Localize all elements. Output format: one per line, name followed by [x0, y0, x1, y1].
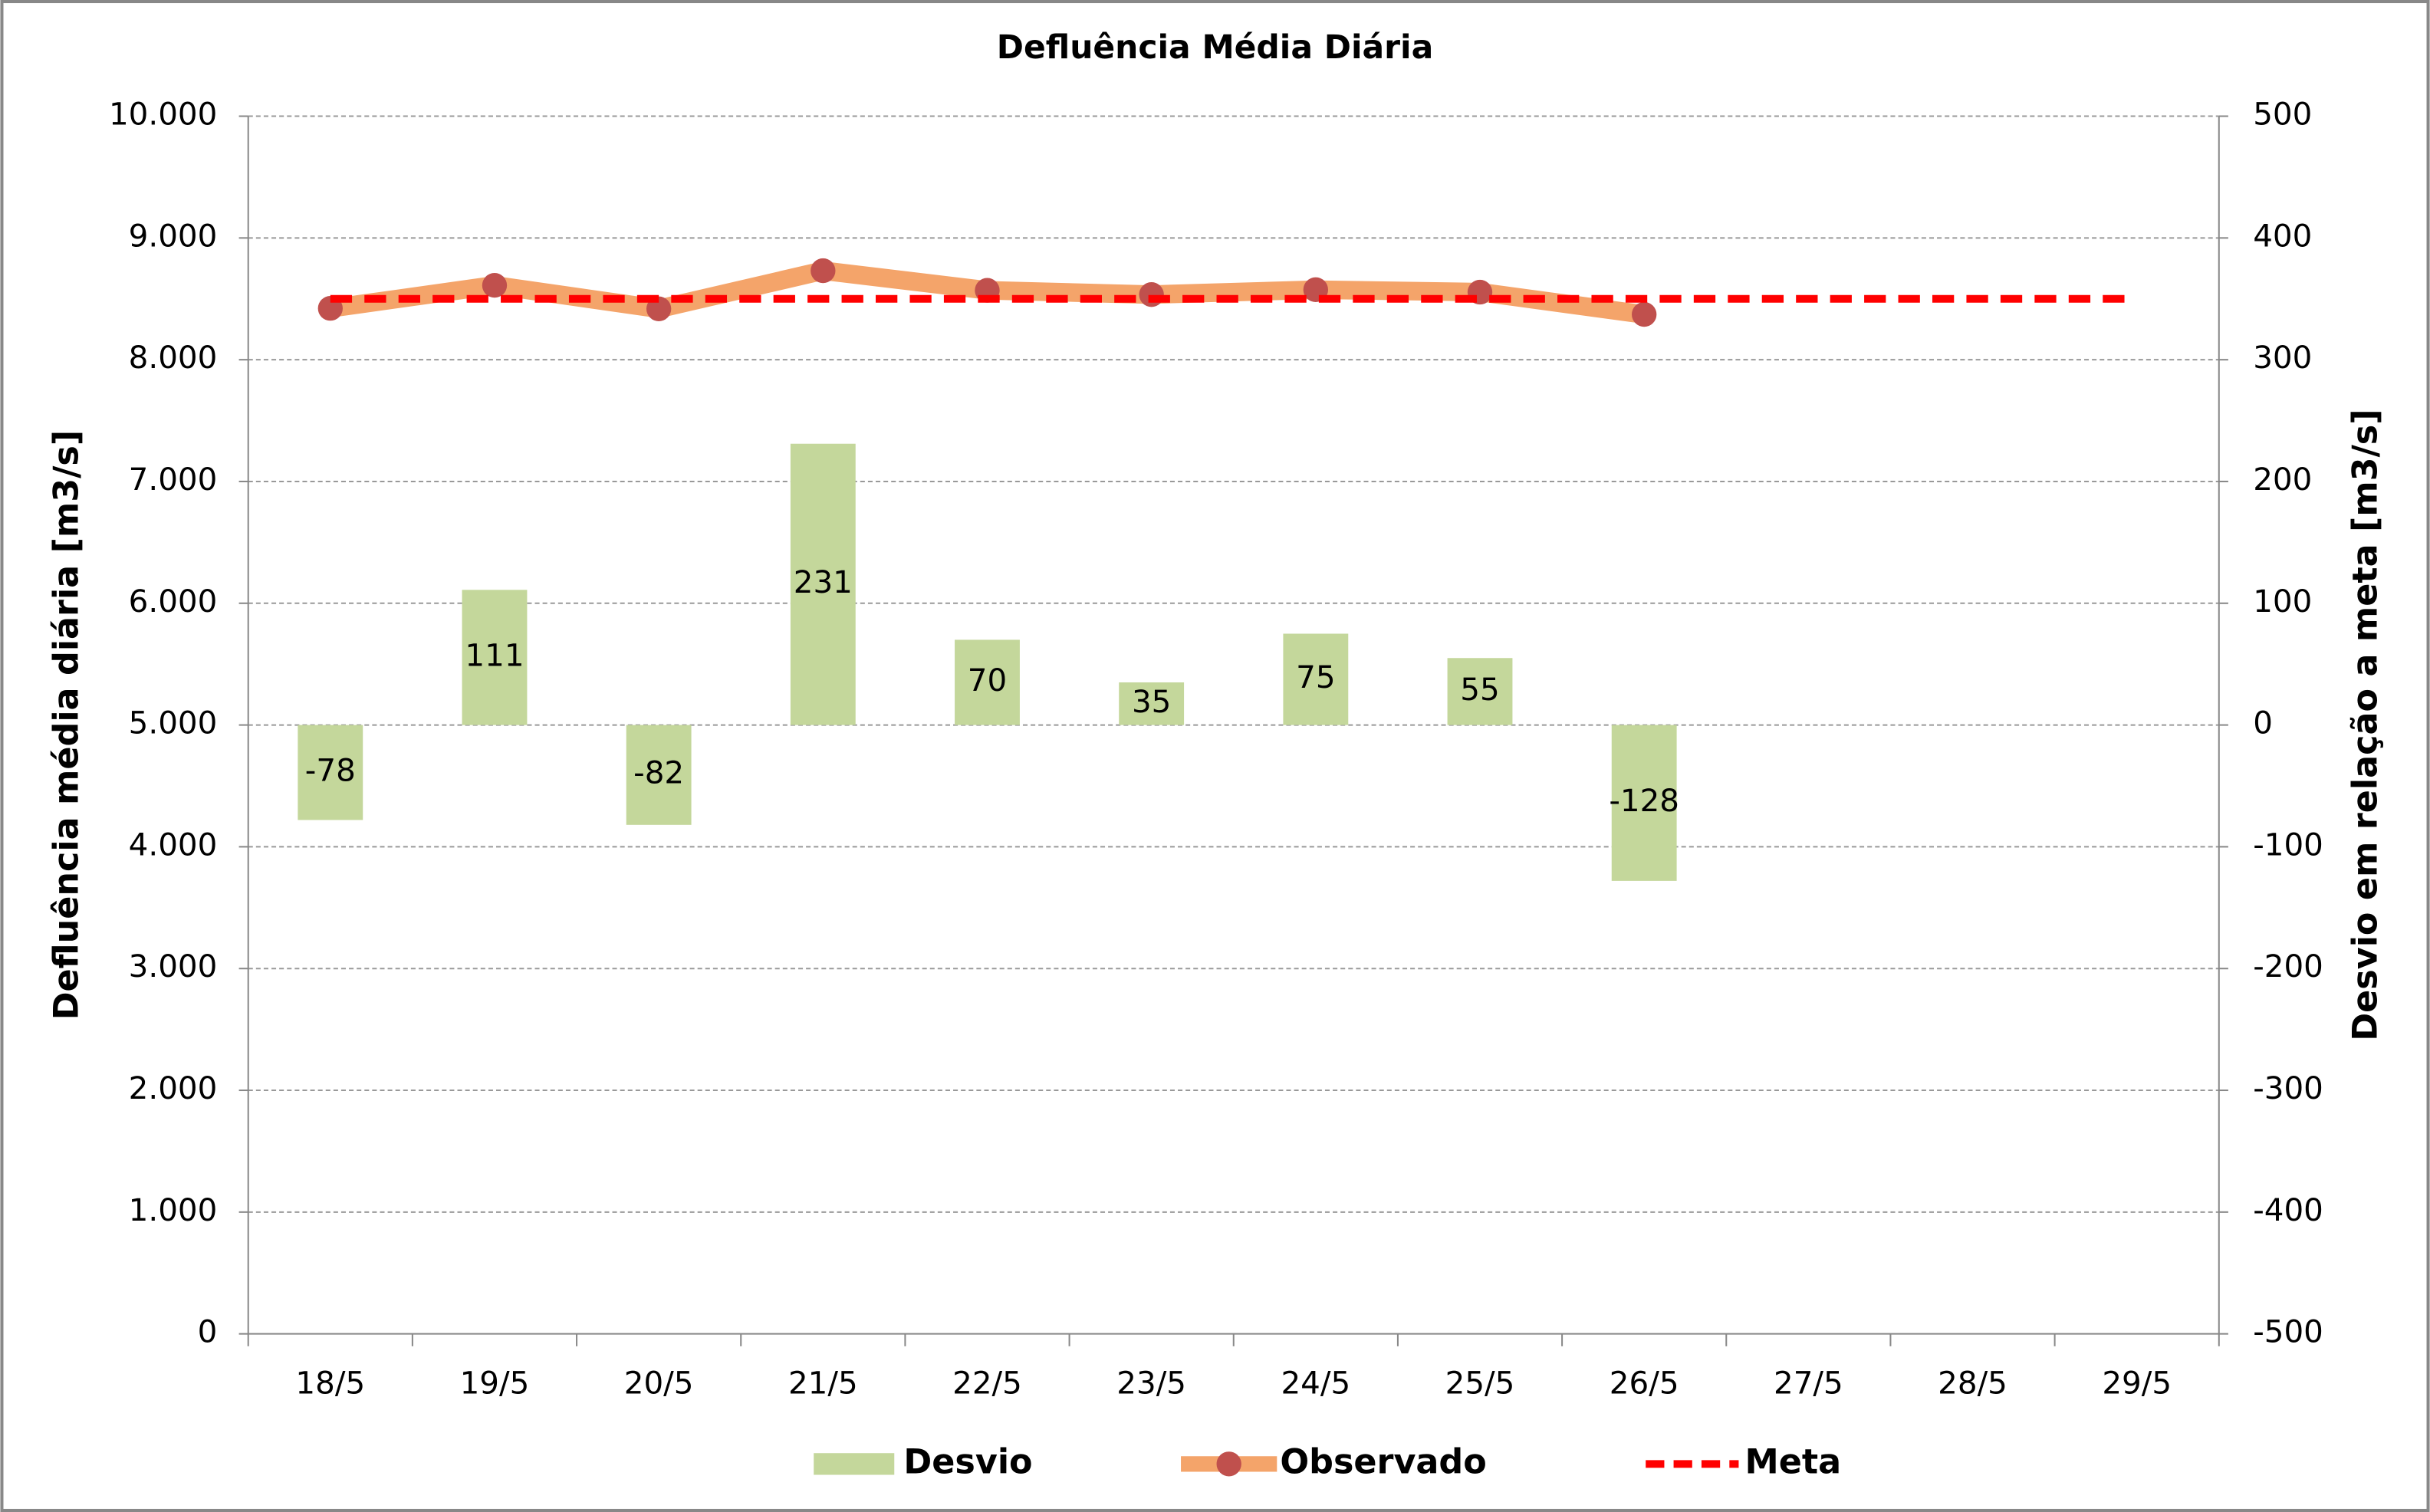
bar [1447, 658, 1513, 725]
marker [1139, 282, 1164, 307]
y2-tick-label: -400 [2253, 1192, 2323, 1228]
y-tick-label: 5.000 [129, 705, 218, 741]
bar [955, 639, 1020, 725]
marker [482, 272, 508, 298]
y-tick-label: 6.000 [129, 583, 218, 620]
x-tick-label: 24/5 [1281, 1364, 1350, 1401]
bar [626, 725, 692, 825]
y2-tick-label: 500 [2253, 96, 2312, 133]
chart-title: Defluência Média Diária [997, 29, 1433, 67]
legend-label: Desvio [903, 1442, 1032, 1481]
marker [811, 258, 836, 284]
y-axis-title: Defluência média diária [m3/s] [47, 430, 86, 1021]
y2-tick-label: -100 [2253, 826, 2323, 863]
y-tick-label: 3.000 [129, 948, 218, 984]
data-label: -78 [305, 752, 356, 789]
legend-label: Observado [1280, 1442, 1486, 1481]
bar [1611, 725, 1677, 881]
y2-tick-label: 300 [2253, 339, 2312, 376]
y2-tick-label: -500 [2253, 1313, 2323, 1350]
bar [462, 590, 528, 725]
y-tick-label: 8.000 [129, 339, 218, 376]
legend-swatch [814, 1453, 895, 1475]
x-tick-label: 21/5 [788, 1364, 858, 1401]
x-tick-label: 26/5 [1610, 1364, 1679, 1401]
y2-tick-label: 0 [2253, 705, 2273, 741]
bar [1119, 682, 1185, 725]
data-label: 35 [1132, 683, 1171, 720]
y2-tick-label: -300 [2253, 1070, 2323, 1106]
y2-tick-label: -200 [2253, 948, 2323, 984]
data-label: -82 [633, 754, 684, 791]
x-tick-label: 23/5 [1116, 1364, 1186, 1401]
x-tick-label: 25/5 [1445, 1364, 1515, 1401]
x-tick-label: 22/5 [952, 1364, 1022, 1401]
y2-tick-label: 100 [2253, 583, 2312, 620]
marker [1632, 301, 1657, 327]
data-label: 55 [1460, 671, 1499, 708]
y2-axis-title: Desvio em relação a meta [m3/s] [2346, 409, 2386, 1040]
bar [298, 725, 363, 820]
data-label: 231 [794, 564, 853, 600]
x-tick-label: 19/5 [460, 1364, 530, 1401]
data-label: -128 [1609, 782, 1679, 819]
y-tick-label: 1.000 [129, 1192, 218, 1228]
y2-tick-label: 200 [2253, 461, 2312, 498]
y-tick-label: 7.000 [129, 461, 218, 498]
bar [790, 443, 856, 725]
y-tick-label: 10.000 [109, 96, 217, 133]
y2-tick-label: 400 [2253, 217, 2312, 254]
x-tick-label: 20/5 [624, 1364, 694, 1401]
y-tick-label: 2.000 [129, 1070, 218, 1106]
legend-label: Meta [1745, 1442, 1842, 1481]
x-tick-label: 28/5 [1938, 1364, 2007, 1401]
x-tick-label: 27/5 [1774, 1364, 1843, 1401]
x-tick-label: 18/5 [295, 1364, 365, 1401]
bar [1283, 633, 1349, 725]
legend-marker [1216, 1451, 1241, 1477]
data-label: 111 [465, 636, 524, 673]
data-label: 75 [1296, 659, 1335, 695]
data-label: 70 [968, 662, 1007, 698]
x-tick-label: 29/5 [2102, 1364, 2172, 1401]
y-tick-label: 0 [198, 1313, 218, 1350]
y-tick-label: 9.000 [129, 217, 218, 254]
y-tick-label: 4.000 [129, 826, 218, 863]
